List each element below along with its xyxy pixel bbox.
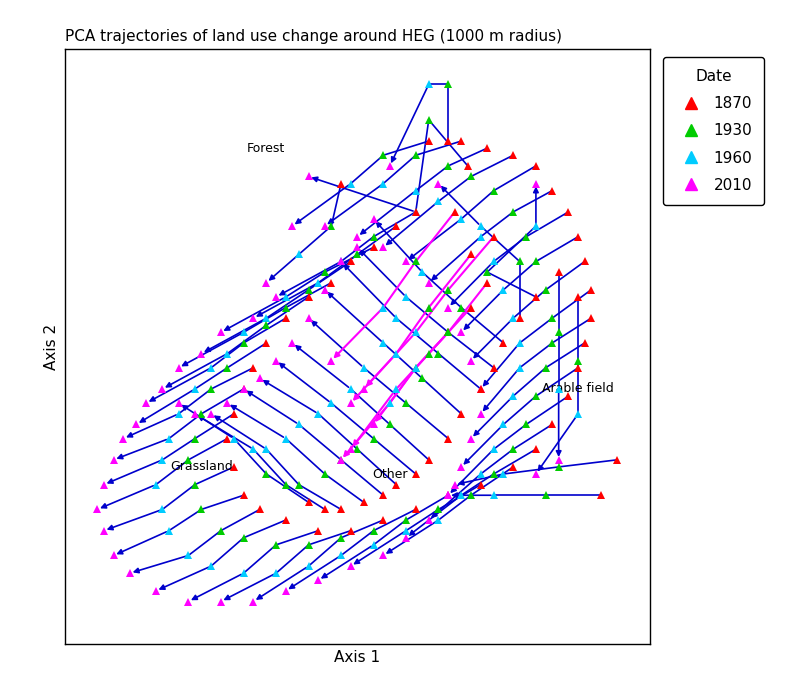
Text: Forest: Forest <box>247 141 285 155</box>
Text: PCA trajectories of land use change around HEG (1000 m radius): PCA trajectories of land use change arou… <box>65 29 561 43</box>
Text: Grassland: Grassland <box>169 461 233 473</box>
Y-axis label: Axis 2: Axis 2 <box>45 323 59 370</box>
Text: Other: Other <box>371 468 407 480</box>
Text: Arable field: Arable field <box>542 382 613 396</box>
Legend: 1870, 1930, 1960, 2010: 1870, 1930, 1960, 2010 <box>663 57 763 205</box>
X-axis label: Axis 1: Axis 1 <box>334 650 380 664</box>
